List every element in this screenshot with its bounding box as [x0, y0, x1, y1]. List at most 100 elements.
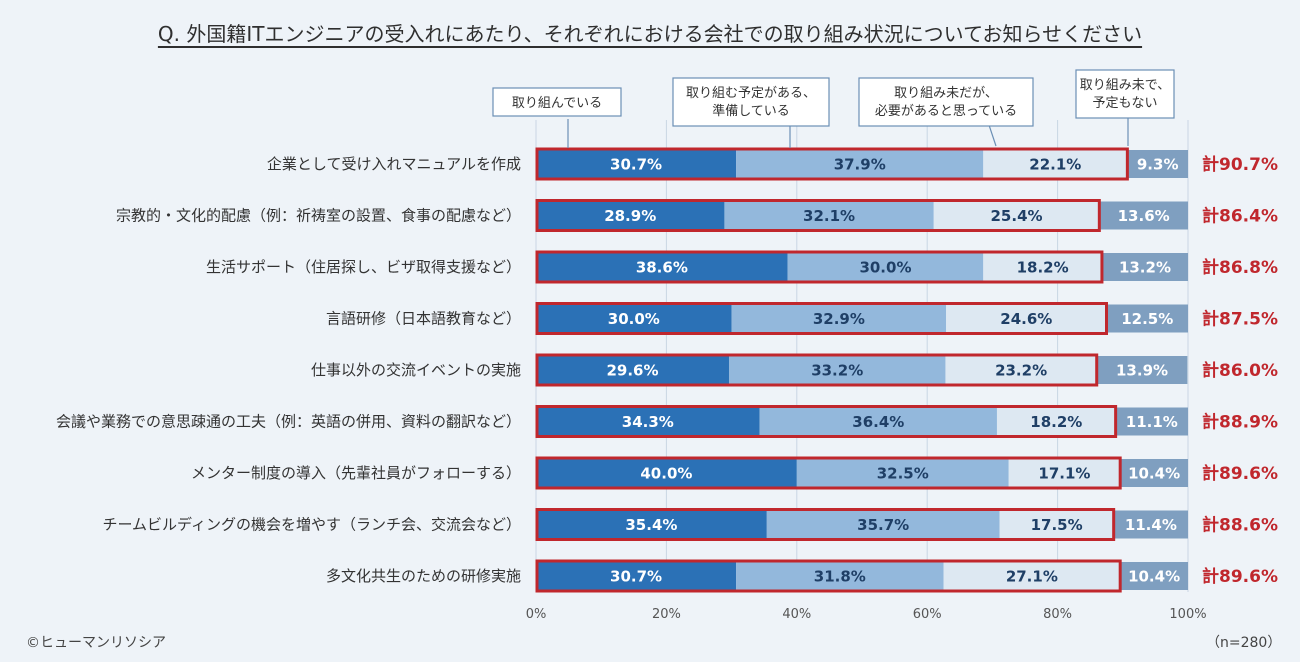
category-label: メンター制度の導入（先輩社員がフォローする） — [191, 464, 521, 482]
total-label: 計90.7% — [1202, 154, 1278, 175]
data-label: 22.1% — [1029, 156, 1081, 174]
category-label: 会議や業務での意思疎通の工夫（例：英語の併用、資料の翻訳など） — [56, 413, 521, 431]
bar-segment — [536, 459, 797, 487]
bar-segment — [536, 510, 767, 539]
data-label: 36.4% — [852, 413, 904, 431]
data-label: 13.9% — [1116, 362, 1168, 380]
data-label: 18.2% — [1017, 259, 1069, 277]
legend-callout-box — [858, 77, 1034, 127]
sample-size-note: （n=280） — [1206, 635, 1282, 651]
total-label: 計86.4% — [1202, 206, 1278, 227]
bar-segment — [536, 150, 737, 178]
highlight-frame — [535, 405, 1118, 438]
data-label: 10.4% — [1128, 568, 1180, 586]
x-tick-label: 60% — [913, 607, 942, 622]
data-label: 38.6% — [636, 259, 688, 277]
data-label: 18.2% — [1030, 413, 1082, 431]
data-label: 17.1% — [1038, 465, 1090, 483]
bar-segment — [1127, 150, 1188, 178]
bar-segment — [945, 356, 1097, 384]
highlight-frame — [535, 302, 1108, 335]
total-label: 計88.6% — [1202, 515, 1278, 536]
category-label: 生活サポート（住居探し、ビザ取得支援など） — [206, 258, 521, 276]
data-label: 30.7% — [610, 156, 662, 174]
data-label: 35.4% — [625, 516, 677, 534]
legend-label: 準備している — [712, 103, 790, 119]
bar-segment — [946, 304, 1107, 333]
bar-segment — [796, 459, 1009, 487]
highlight-frame — [535, 199, 1101, 232]
data-label: 34.3% — [622, 413, 674, 431]
data-label: 13.6% — [1118, 207, 1170, 225]
data-label: 25.4% — [991, 207, 1043, 225]
data-label: 30.0% — [608, 310, 660, 328]
bar-segment — [1120, 562, 1188, 590]
bar-segment — [787, 253, 984, 281]
data-label: 40.0% — [640, 465, 692, 483]
bar-segment — [999, 510, 1114, 539]
data-label: 24.6% — [1000, 310, 1052, 328]
x-tick-label: 20% — [652, 607, 681, 622]
legend-label: 取り組む予定がある、 — [686, 86, 816, 101]
bar-segment — [728, 356, 946, 384]
data-label: 32.5% — [877, 465, 929, 483]
legend-label: 取り組み未で、 — [1080, 78, 1170, 93]
legend-callout-box — [492, 87, 622, 117]
data-label: 32.1% — [803, 207, 855, 225]
legend-callout-box — [1075, 69, 1175, 119]
legend-label: 取り組み未だが、 — [894, 86, 998, 101]
bar-segment — [1113, 510, 1188, 539]
bar-segment — [996, 407, 1116, 436]
highlight-frame — [535, 353, 1099, 387]
bar-segment — [536, 356, 729, 384]
total-label: 計88.9% — [1202, 412, 1278, 433]
bar-segment — [933, 201, 1100, 230]
bar-segment — [536, 562, 737, 590]
bar-segment — [1106, 304, 1188, 333]
data-label: 31.8% — [814, 568, 866, 586]
legend-label: 必要があると思っている — [875, 104, 1017, 119]
x-tick-label: 100% — [1169, 607, 1206, 622]
data-label: 11.1% — [1126, 413, 1178, 431]
data-label: 10.4% — [1128, 465, 1180, 483]
data-label: 29.6% — [606, 362, 658, 380]
x-tick-label: 40% — [782, 607, 811, 622]
highlight-frame — [535, 250, 1104, 284]
total-label: 計89.6% — [1202, 566, 1278, 587]
category-label: 企業として受け入れマニュアルを作成 — [267, 155, 521, 173]
data-label: 9.3% — [1137, 156, 1179, 174]
bar-segment — [536, 407, 760, 436]
total-label: 計86.8% — [1202, 257, 1278, 278]
bar-segment — [736, 150, 984, 178]
highlight-frame — [535, 147, 1129, 181]
bar-segment — [1099, 201, 1188, 230]
data-label: 11.4% — [1125, 516, 1177, 534]
bar-segment — [759, 407, 997, 436]
total-label: 計89.6% — [1202, 463, 1278, 484]
highlight-frame — [535, 559, 1122, 593]
data-label: 13.2% — [1119, 259, 1171, 277]
data-label: 33.2% — [811, 362, 863, 380]
category-label: 多文化共生のための研修実施 — [326, 567, 521, 585]
legend-label: 取り組んでいる — [512, 96, 602, 111]
data-label: 27.1% — [1006, 568, 1058, 586]
category-label: 言語研修（日本語教育など） — [326, 310, 521, 328]
data-label: 23.2% — [995, 362, 1047, 380]
highlight-frame — [535, 456, 1122, 490]
data-label: 17.5% — [1031, 516, 1083, 534]
data-label: 30.0% — [859, 259, 911, 277]
copyright-text: ©ヒューマンリソシア — [26, 635, 166, 651]
highlight-frame — [535, 508, 1116, 541]
data-label: 37.9% — [834, 156, 886, 174]
bar-segment — [1120, 459, 1188, 487]
data-label: 30.7% — [610, 568, 662, 586]
legend-label: 予定もない — [1092, 96, 1157, 111]
bar-segment — [536, 253, 788, 281]
bar-segment — [1115, 407, 1188, 436]
legend-callout-box — [672, 77, 830, 127]
bar-segment — [983, 253, 1102, 281]
bar-segment — [943, 562, 1121, 590]
chart-title: Q. 外国籍ITエンジニアの受入れにあたり、それぞれにおける会社での取り組み状況… — [157, 22, 1143, 46]
bar-segment — [731, 304, 947, 333]
